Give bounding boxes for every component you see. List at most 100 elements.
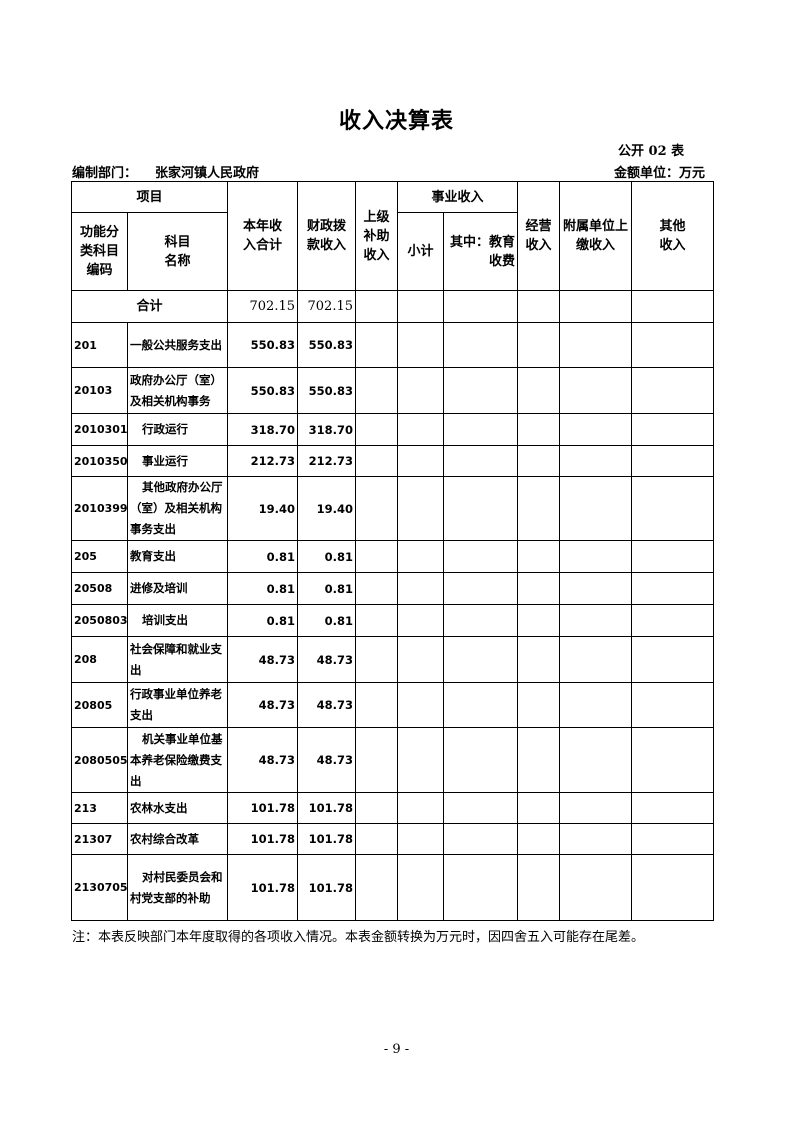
row-code: 2010301 [71, 413, 128, 446]
empty-cell [355, 445, 399, 477]
row-code: 201 [71, 322, 128, 368]
empty-cell [397, 445, 445, 477]
empty-cell [559, 727, 633, 793]
empty-cell [517, 367, 561, 414]
empty-cell [631, 604, 715, 637]
header-other: 其他收入 [631, 181, 715, 291]
row-code: 2010399 [71, 476, 128, 541]
table-row: 2010350 事业运行 212.73 212.73 [71, 445, 715, 477]
table-row: 213 农林水支出 101.78 101.78 [71, 792, 715, 824]
row-name: 其他政府办公厅（室）及相关机构事务支出 [126, 476, 229, 541]
row-fiscal: 48.73 [297, 682, 357, 728]
empty-cell [517, 792, 561, 824]
row-code: 20805 [71, 682, 128, 728]
table-row: 2010399 其他政府办公厅（室）及相关机构事务支出 19.40 19.40 [71, 476, 715, 541]
empty-cell [397, 636, 445, 683]
row-total: 48.73 [227, 682, 299, 728]
empty-cell [631, 413, 715, 446]
table-row: 20103 政府办公厅（室）及相关机构事务 550.83 550.83 [71, 367, 715, 414]
empty-cell [517, 604, 561, 637]
row-fiscal: 48.73 [297, 636, 357, 683]
empty-cell [443, 636, 519, 683]
row-fiscal: 19.40 [297, 476, 357, 541]
row-name: 事业运行 [126, 445, 229, 477]
empty-cell [355, 854, 399, 921]
empty-cell [631, 476, 715, 541]
empty-cell [355, 476, 399, 541]
header-code: 功能分类科目编码 [71, 212, 128, 291]
empty-cell [443, 604, 519, 637]
empty-cell [517, 727, 561, 793]
row-name: 一般公共服务支出 [126, 322, 229, 368]
empty-cell [355, 636, 399, 683]
row-code: 2050803 [71, 604, 128, 637]
empty-cell [397, 540, 445, 573]
row-fiscal: 550.83 [297, 322, 357, 368]
row-total: 318.70 [227, 413, 299, 446]
table-row: 21307 农村综合改革 101.78 101.78 [71, 823, 715, 855]
table-row: 2130705 对村民委员会和村党支部的补助 101.78 101.78 [71, 854, 715, 921]
empty-cell [355, 604, 399, 637]
empty-cell [559, 572, 633, 605]
row-code: 208 [71, 636, 128, 683]
empty-cell [517, 322, 561, 368]
row-total: 550.83 [227, 367, 299, 414]
table-row: 201 一般公共服务支出 550.83 550.83 [71, 322, 715, 368]
page-number: - 9 - [383, 1042, 410, 1057]
table-row: 208 社会保障和就业支出 48.73 48.73 [71, 636, 715, 683]
table-row: 2050803 培训支出 0.81 0.81 [71, 604, 715, 637]
row-fiscal: 0.81 [297, 540, 357, 573]
empty-cell [443, 413, 519, 446]
row-total: 48.73 [227, 636, 299, 683]
header-affiliated: 附属单位上缴收入 [559, 181, 633, 291]
empty-cell [397, 727, 445, 793]
empty-cell [355, 322, 399, 368]
empty-cell [559, 792, 633, 824]
empty-cell [631, 572, 715, 605]
department-name: 张家河镇人民政府 [155, 166, 260, 181]
empty-cell [355, 572, 399, 605]
row-fiscal: 550.83 [297, 367, 357, 414]
empty-cell [517, 823, 561, 855]
header-operating: 经营收入 [517, 181, 561, 291]
row-total: 48.73 [227, 727, 299, 793]
empty-cell [517, 636, 561, 683]
row-fiscal: 101.78 [297, 823, 357, 855]
row-name: 进修及培训 [126, 572, 229, 605]
row-total: 0.81 [227, 572, 299, 605]
row-code: 20508 [71, 572, 128, 605]
empty-cell [631, 823, 715, 855]
empty-cell [517, 413, 561, 446]
row-fiscal: 48.73 [297, 727, 357, 793]
row-total: 0.81 [227, 604, 299, 637]
empty-cell [631, 445, 715, 477]
empty-cell [517, 540, 561, 573]
row-code: 213 [71, 792, 128, 824]
row-name: 机关事业单位基本养老保险缴费支出 [126, 727, 229, 793]
row-name: 行政运行 [126, 413, 229, 446]
empty-cell [631, 727, 715, 793]
header-fiscal: 财政拨款收入 [297, 181, 357, 291]
empty-cell [355, 367, 399, 414]
empty-cell [631, 367, 715, 414]
empty-cell [397, 476, 445, 541]
empty-cell [559, 445, 633, 477]
header-item: 项目 [70, 181, 229, 213]
header-total: 本年收入合计 [227, 181, 299, 291]
amount-unit: 金额单位：万元 [613, 166, 705, 181]
empty-cell [397, 413, 445, 446]
empty-cell [397, 572, 445, 605]
header-business: 事业收入 [397, 181, 519, 213]
empty-cell [631, 322, 715, 368]
empty-cell [517, 854, 561, 921]
empty-cell [397, 604, 445, 637]
empty-cell [355, 792, 399, 824]
empty-cell [517, 476, 561, 541]
row-fiscal: 0.81 [297, 572, 357, 605]
empty-cell [397, 792, 445, 824]
row-total: 212.73 [227, 445, 299, 477]
table-row: 20508 进修及培训 0.81 0.81 [71, 572, 715, 605]
row-total: 19.40 [227, 476, 299, 541]
row-name: 农村综合改革 [126, 823, 229, 855]
empty-cell [443, 854, 519, 921]
